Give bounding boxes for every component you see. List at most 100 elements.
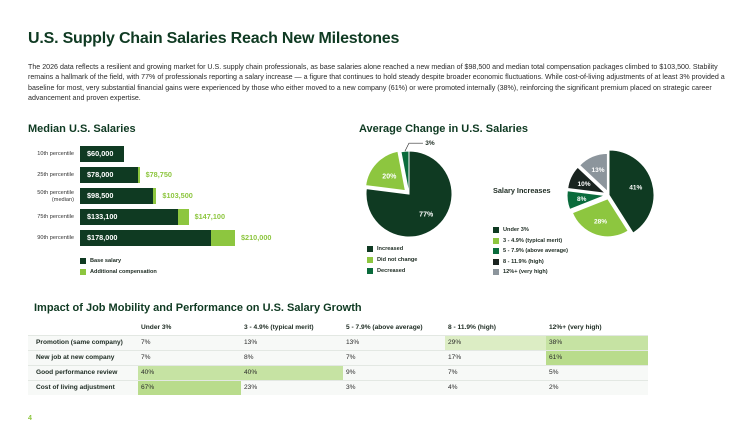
table-cell: 29% (445, 334, 546, 350)
legend-swatch (367, 246, 373, 252)
percentile-label: 75th percentile (37, 214, 74, 220)
legend-swatch (493, 269, 499, 275)
bar-total-label: $147,100 (194, 212, 225, 221)
page-title: U.S. Supply Chain Salaries Reach New Mil… (28, 30, 400, 47)
table-cell: 40% (241, 364, 343, 380)
table-corner (28, 321, 138, 335)
pie-leader-line (404, 142, 423, 152)
donut-slice (571, 198, 629, 238)
column-header: 8 - 11.9% (high) (448, 324, 496, 332)
legend-label: Did not change (377, 257, 418, 263)
table-cell: 5% (546, 364, 648, 380)
impact-table: Under 3% 3 - 4.9% (typical merit) 5 - 7.… (28, 321, 648, 395)
legend-swatch (80, 269, 86, 275)
table-row: New job at new company 7% 8% 7% 17% 61% (28, 349, 648, 365)
table-row: Good performance review 40% 40% 9% 7% 5% (28, 364, 648, 380)
bar-total-label: $78,750 (145, 170, 172, 179)
pie-slice (365, 150, 453, 238)
percentile-label: 25th percentile (37, 172, 74, 178)
donut-legend-item: Under 3% (493, 227, 529, 233)
donut-slice-label: 28% (594, 219, 607, 226)
bar-total-label: $210,000 (241, 233, 272, 242)
bar-additional-comp (178, 209, 189, 225)
table-cell: 23% (241, 379, 343, 395)
bar-base-salary: $98,500 (80, 188, 153, 204)
row-label: New job at new company (28, 349, 138, 365)
legend-label: Additional compensation (90, 269, 157, 275)
table-cell: 67% (138, 379, 241, 395)
bar-total-label: $103,500 (162, 191, 193, 200)
page-number: 4 (28, 415, 32, 422)
legend-swatch (493, 237, 499, 244)
table-row: Cost of living adjustment 67% 23% 3% 4% 2% (28, 379, 648, 395)
bar-additional-comp (137, 167, 140, 183)
donut-legend-item: 8 - 11.9% (high) (493, 258, 544, 265)
table-cell: 61% (546, 349, 648, 365)
pie-slice-label: 20% (382, 174, 397, 181)
column-header: Under 3% (141, 324, 172, 332)
bar-value-label: $98,500 (87, 191, 114, 200)
pie-slice-label: 3% (425, 140, 435, 147)
column-header: 3 - 4.9% (typical merit) (244, 324, 314, 332)
donut-slice-label: 8% (577, 196, 587, 203)
pie-legend-item: Did not change (367, 257, 417, 263)
table-title: Impact of Job Mobility and Performance o… (34, 302, 362, 314)
legend-label: 12%+ (very high) (503, 269, 548, 275)
bar-chart-title: Median U.S. Salaries (28, 123, 136, 135)
table-cell: 7% (138, 334, 241, 350)
legend-label: Increased (377, 246, 404, 252)
table-cell: 7% (343, 349, 445, 365)
pie-slice-label: 77% (419, 212, 434, 219)
bar-base-salary: $60,000 (80, 146, 125, 162)
legend-swatch (367, 268, 373, 274)
table-header-row: Under 3% 3 - 4.9% (typical merit) 5 - 7.… (28, 321, 648, 335)
table-cell: 2% (546, 379, 648, 395)
bar-value-label: $178,000 (87, 233, 118, 242)
legend-label: Under 3% (503, 227, 529, 233)
legend-swatch (493, 248, 499, 254)
bar-value-label: $60,000 (87, 149, 114, 158)
donut-slice (566, 190, 606, 211)
table-cell: 38% (546, 334, 648, 350)
bar-value-label: $133,100 (87, 212, 118, 221)
row-label: Promotion (same company) (28, 334, 138, 350)
bar-base-salary: $78,000 (80, 167, 138, 183)
table-cell: 3% (343, 379, 445, 395)
legend-label: Decreased (377, 268, 406, 274)
pie-chart-title: Average Change in U.S. Salaries (359, 123, 528, 135)
table-row: Promotion (same company) 7% 13% 13% 29% 38% (28, 334, 648, 350)
table-cell: 7% (138, 349, 241, 365)
legend-base-salary: Base salary (80, 258, 121, 264)
table-cell: 17% (445, 349, 546, 365)
column-header: 5 - 7.9% (above average) (346, 324, 423, 332)
row-label: Cost of living adjustment (28, 379, 138, 395)
pie-slice (365, 150, 406, 192)
average-change-pie: 77% 20% 3% (365, 140, 453, 238)
table-cell: 13% (343, 334, 445, 350)
legend-label: Base salary (90, 258, 122, 264)
pie-legend-item: Decreased (367, 268, 405, 274)
table-cell: 9% (343, 364, 445, 380)
bar-base-salary: $133,100 (80, 209, 179, 225)
pie-legend-item: Increased (367, 246, 403, 252)
legend-label: 8 - 11.9% (high) (503, 258, 544, 265)
percentile-label: 50th percentile (median) (37, 190, 74, 203)
legend-swatch (493, 258, 499, 265)
bar-base-salary: $178,000 (80, 230, 212, 246)
intro-paragraph: The 2026 data reflects a resilient and g… (28, 63, 725, 102)
percentile-label: 90th percentile (37, 235, 74, 241)
legend-swatch (80, 258, 86, 264)
percentile-label: 10th percentile (37, 151, 74, 157)
table-cell: 13% (241, 334, 343, 350)
row-label: Good performance review (28, 364, 138, 380)
bar-additional-comp (152, 188, 157, 204)
donut-legend-item: 12%+ (very high) (493, 269, 548, 275)
donut-slice (567, 166, 607, 194)
legend-label: 3 - 4.9% (typical merit) (503, 237, 563, 244)
donut-legend-item: 5 - 7.9% (above average) (493, 248, 568, 254)
table-cell: 4% (445, 379, 546, 395)
legend-swatch (367, 257, 373, 263)
table-cell: 7% (445, 364, 546, 380)
table-cell: 40% (138, 364, 241, 380)
legend-additional-comp: Additional compensation (80, 269, 157, 275)
